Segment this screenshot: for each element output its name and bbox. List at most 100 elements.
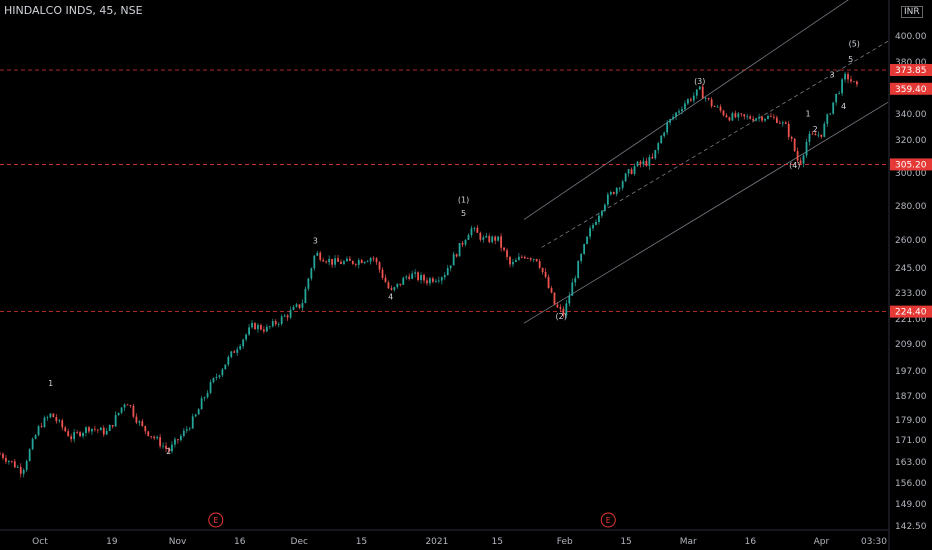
price-level-tag[interactable] — [890, 305, 932, 318]
candle-body — [340, 261, 342, 264]
candle-body — [76, 432, 78, 433]
candle-body — [126, 404, 129, 406]
candle-body — [529, 258, 532, 260]
candle-body — [150, 435, 153, 437]
candle-body — [212, 378, 215, 383]
candle-body — [725, 115, 728, 118]
candle-body — [313, 255, 316, 269]
price-tick-label: 340.00 — [895, 110, 927, 120]
price-level-tag[interactable] — [890, 158, 932, 171]
candle-body — [799, 160, 802, 164]
candle-body — [716, 106, 719, 108]
candle-body — [758, 116, 760, 119]
candle-body — [360, 260, 363, 264]
candle-body — [473, 227, 476, 229]
candle-body — [689, 99, 692, 101]
candle-body — [692, 95, 695, 101]
candle-body — [73, 432, 76, 440]
candle-body — [479, 232, 482, 240]
price-level-tag-label: 359.40 — [895, 85, 927, 95]
candle-body — [778, 122, 781, 124]
candle-body — [562, 308, 565, 316]
price-tick-label: 149.00 — [895, 500, 927, 510]
candle-body — [289, 309, 292, 318]
time-tick-label: 2021 — [425, 537, 448, 547]
candle-body — [532, 259, 535, 260]
price-level-tag-label: 224.40 — [895, 308, 927, 318]
candle-body — [580, 253, 583, 262]
candle-body — [381, 269, 384, 278]
time-tick-label: Feb — [557, 537, 573, 547]
price-level-tag[interactable] — [890, 63, 932, 76]
price-tick-label: 245.00 — [895, 264, 927, 274]
channel-line[interactable] — [523, 0, 853, 220]
candle-body — [423, 275, 425, 281]
earnings-event-marker[interactable] — [600, 512, 616, 528]
candle-body — [663, 132, 666, 136]
candle-body — [52, 413, 55, 418]
candle-body — [5, 458, 7, 462]
candle-body — [277, 323, 280, 325]
price-level-tag[interactable] — [890, 82, 932, 95]
candle-body — [790, 136, 793, 139]
candle-body — [512, 262, 514, 265]
candle-body — [432, 278, 434, 282]
candle-body — [559, 307, 562, 309]
candle-body — [351, 260, 354, 264]
candle-body — [615, 187, 618, 194]
candle-body — [796, 151, 799, 161]
candle-body — [260, 324, 262, 330]
price-tick-label: 380.00 — [895, 58, 927, 68]
candle-body — [642, 160, 645, 165]
candle-body — [251, 322, 253, 328]
candle-body — [681, 109, 683, 112]
wave-label: 1 — [806, 110, 811, 119]
wave-label: 5 — [461, 209, 466, 218]
candle-body — [755, 118, 758, 121]
candle-body — [595, 222, 597, 225]
candle-body — [159, 437, 162, 447]
candle-body — [698, 86, 701, 90]
candle-body — [485, 235, 488, 238]
wave-label: 5 — [848, 55, 853, 64]
candle-body — [16, 466, 19, 468]
channel-line[interactable] — [541, 40, 889, 248]
candle-body — [764, 118, 766, 121]
earnings-event-label: E — [606, 516, 611, 525]
earnings-event-marker[interactable] — [208, 512, 224, 528]
candle-body — [761, 116, 763, 121]
candle-body — [242, 339, 245, 347]
channel-line[interactable] — [523, 101, 889, 324]
candle-body — [162, 445, 164, 447]
candle-body — [844, 73, 846, 80]
wave-label: (5) — [849, 39, 860, 48]
time-tick-label: Oct — [32, 537, 48, 547]
candle-body — [713, 106, 716, 108]
candle-body — [346, 258, 348, 262]
candle-body — [147, 431, 150, 436]
candle-body — [515, 260, 517, 263]
candle-body — [500, 236, 503, 248]
candle-body — [43, 417, 46, 428]
candle-body — [209, 382, 212, 393]
candle-body — [120, 407, 123, 413]
candle-body — [429, 278, 431, 284]
currency-badge[interactable]: INR — [901, 6, 923, 18]
candle-body — [271, 321, 274, 327]
candle-body — [586, 236, 588, 245]
candle-body — [40, 426, 43, 428]
candle-body — [108, 425, 111, 431]
candle-body — [853, 81, 855, 83]
candle-body — [191, 416, 194, 429]
candle-body — [464, 239, 467, 245]
candle-body — [781, 122, 784, 124]
wave-label: 4 — [388, 293, 393, 302]
candle-body — [64, 427, 67, 432]
wave-label: (1) — [458, 196, 469, 205]
candle-body — [141, 421, 144, 426]
candle-body — [144, 425, 147, 432]
candle-body — [396, 283, 399, 288]
candle-body — [31, 438, 34, 450]
candle-body — [550, 288, 553, 293]
